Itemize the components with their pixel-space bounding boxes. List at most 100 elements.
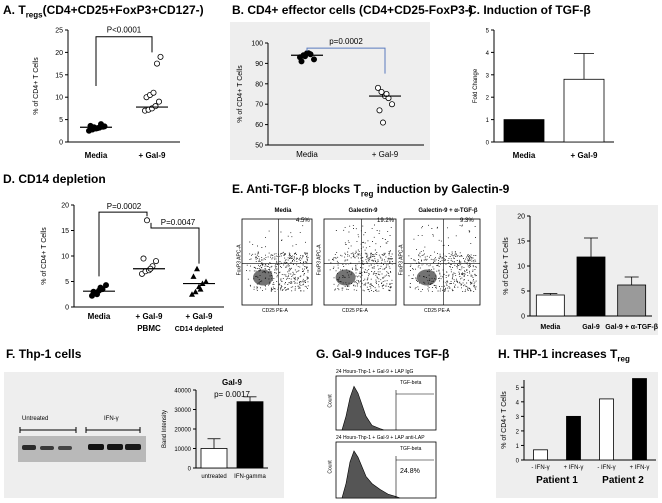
chart-e-xlabel-0: Media — [540, 324, 560, 331]
chart-h-ytick-label-0: 0 — [516, 459, 520, 465]
chart-d-pvalue-1: P=0.0002 — [107, 202, 142, 211]
histogram-2-ylabel: Count — [327, 460, 334, 474]
chart-d-ytick-label-4: 20 — [61, 203, 69, 210]
chart-f-title: Gal-9 — [222, 378, 243, 387]
chart-d-point-2-5 — [190, 273, 197, 279]
flow-plot-1-frame — [241, 218, 313, 306]
chart-h-xlabel-3: + IFN-γ — [630, 465, 650, 471]
chart-a-ylabel: % of CD4+ T Cells — [33, 57, 40, 115]
histogram-1-curve — [341, 385, 385, 431]
chart-c-ytick-label-2: 2 — [486, 96, 490, 102]
panel-b-letter: B. — [232, 3, 244, 17]
chart-c-ylabel: Fold Change — [473, 68, 479, 103]
chart-b-ytick-label-4: 90 — [255, 61, 263, 68]
chart-c-bar-0 — [503, 119, 545, 143]
panel-a-title-sub: regs — [25, 10, 43, 20]
blot-lane-untreated-label: Untreated — [22, 416, 49, 422]
chart-d-point-0-4 — [103, 282, 110, 289]
chart-a-sig-bracket — [95, 36, 153, 86]
flow-plot-canvas — [241, 218, 481, 306]
flow-plot-2-frame — [323, 218, 397, 306]
flow-plot-3-title: Galectin-9 + α-TGF-β — [418, 208, 478, 214]
chart-b-ylabel: % of CD4+ T Cells — [237, 65, 244, 123]
chart-a-point-1-9 — [157, 53, 164, 60]
chart-f-bar-0 — [200, 448, 228, 469]
chart-c-ytick-label-3: 3 — [486, 73, 490, 79]
chart-a-xlabel-1: + Gal-9 — [139, 151, 166, 160]
chart-e-ytick-label-1: 5 — [521, 289, 525, 296]
chart-h-bar-3 — [632, 378, 647, 461]
chart-d-sig-bracket-2 — [150, 222, 200, 264]
chart-e-bar-2 — [617, 284, 647, 317]
chart-d-point-2-6 — [194, 265, 200, 272]
chart-b-point-1-6 — [379, 119, 386, 126]
chart-f-ytick-label-0: 0 — [188, 467, 192, 473]
histogram-1-gate: TGF-beta — [400, 380, 422, 386]
chart-f-xlabel-0: untreated — [201, 474, 226, 480]
chart-a-xlabel-0: Media — [85, 151, 108, 160]
panel-d-letter: D. — [3, 172, 15, 186]
chart-c-bar-1 — [563, 78, 605, 143]
chart-e-bar-1 — [576, 256, 606, 317]
flow-plot-3-percent: 9.3% — [460, 218, 474, 224]
chart-e-ytick-label-0: 0 — [521, 314, 525, 321]
chart-f-ytick-label-3: 30000 — [174, 408, 191, 414]
chart-f-xlabel-1: IFN-gamma — [234, 474, 266, 480]
chart-d-point-2-1 — [192, 288, 199, 295]
chart-b-ytick-label-2: 70 — [255, 102, 263, 109]
chart-d-point-1-6 — [143, 217, 150, 224]
flow-plot-2-ylabel: FoxP3 APC-A — [316, 244, 323, 276]
chart-h-group-1: Patient 2 — [602, 475, 644, 486]
chart-c-xlabel-0: Media — [513, 151, 536, 160]
chart-c-xlabel-1: + Gal-9 — [571, 151, 598, 160]
panel-b-title: B. CD4+ effector cells (CD4+CD25-FoxP3-) — [232, 3, 473, 17]
chart-d-point-2-7 — [197, 286, 204, 292]
panel-h-title-sub: reg — [617, 354, 630, 364]
flow-plot-1-title: Media — [274, 208, 292, 214]
chart-d-xlabel-1: + Gal-9 — [136, 312, 163, 321]
western-blot: Untreated IFN-γ — [18, 416, 146, 464]
chart-c-ytick-label-5: 5 — [486, 29, 490, 35]
panel-a-title-main: T — [18, 3, 26, 17]
panel-h-title: H. THP-1 increases Treg — [498, 347, 630, 363]
flow-plots: Media Galectin-9 Galectin-9 + α-TGF-β 4.… — [232, 205, 494, 317]
chart-b-xlabel-0: Media — [296, 150, 318, 159]
panel-d-title-text: CD14 depletion — [18, 172, 106, 186]
histogram-1-ylabel: Count — [327, 394, 334, 408]
chart-a-point-0-9 — [101, 123, 108, 130]
histogram-canvas — [335, 375, 437, 499]
flow-plot-3-xlabel: CD25 PE-A — [424, 308, 450, 314]
chart-h-bar-1 — [566, 415, 581, 461]
chart-a-ytick-label-2: 10 — [55, 95, 63, 102]
chart-a-pvalue: P<0.0001 — [107, 26, 142, 35]
panel-f-title: F. Thp-1 cells — [6, 347, 81, 361]
chart-h-ytick-label-2: 2 — [516, 429, 520, 435]
chart-d-ytick-label-3: 15 — [61, 228, 69, 235]
chart-b-xlabel-1: + Gal-9 — [372, 150, 399, 159]
histogram-2-title: 24 Hours-Thp-1 + Gal-9 + LAP anti-LAP — [336, 435, 425, 441]
chart-h-xlabel-0: - IFN-γ — [531, 465, 549, 471]
chart-d-xlabel2-2: CD14 depleted — [175, 326, 224, 333]
chart-d-pvalue-2: P=0.0047 — [161, 218, 196, 227]
chart-f-ytick-label-4: 40000 — [174, 389, 191, 395]
chart-d-point-0-6 — [94, 291, 101, 298]
chart-d-point-2-4 — [203, 278, 209, 284]
chart-b-point-1-0 — [374, 84, 381, 91]
panel-a-title: A. Tregs(CD4+CD25+FoxP3+CD127-) — [3, 3, 204, 19]
histograms: 24 Hours-Thp-1 + Gal-9 + LAP IgG 24 Hour… — [328, 368, 440, 500]
panel-c-letter: C. — [468, 3, 480, 17]
blot-image — [18, 427, 146, 462]
chart-e-ytick-label-2: 10 — [517, 264, 525, 271]
chart-e-ytick-label-3: 15 — [517, 239, 525, 246]
chart-b-point-0-5 — [298, 58, 305, 65]
chart-h-bar-0 — [533, 449, 548, 461]
chart-f-bar-1 — [236, 401, 264, 469]
chart-f-ylabel: Band Intensity — [162, 410, 168, 448]
flow-plot-2-events — [328, 224, 393, 293]
histogram-2-percent: 24.8% — [400, 468, 420, 475]
flow-plot-1-xlabel: CD25 PE-A — [262, 308, 288, 314]
chart-c-ytick-label-1: 1 — [486, 118, 490, 124]
flow-plot-1-percent: 4.5% — [296, 218, 310, 224]
panel-c-title-text: Induction of TGF-β — [483, 3, 591, 17]
